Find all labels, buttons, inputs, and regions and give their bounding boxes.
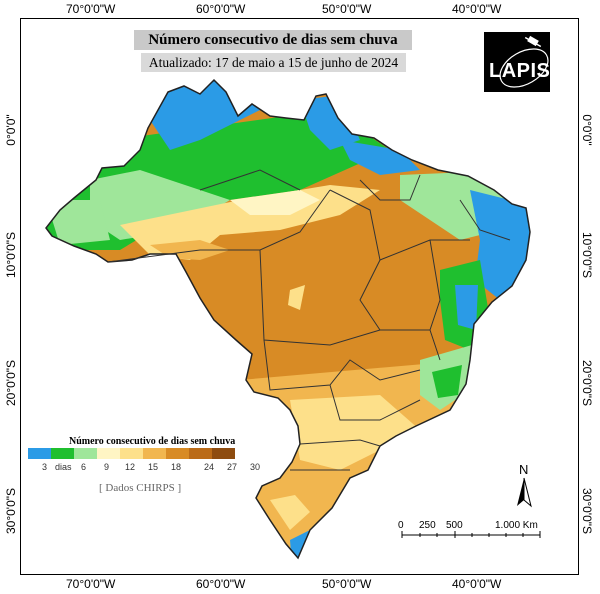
border-pr [299, 439, 381, 447]
north-arrow-icon [517, 477, 532, 508]
data-source-label: [ Dados CHIRPS ] [99, 482, 182, 494]
top-coord-70w: 70°0'0"W [66, 2, 116, 16]
legend-label-6: 6 [81, 462, 87, 472]
scale-label-0: 0 [398, 520, 404, 531]
legend-swatch-30 [212, 448, 235, 459]
legend-title: Número consecutivo de dias sem chuva [69, 436, 236, 447]
border-mt [259, 249, 381, 346]
map-title: Número consecutivo de dias sem chuva [134, 30, 412, 50]
wet-3-6-bahia-spot [455, 285, 478, 330]
legend-swatch-9-12 [74, 448, 97, 459]
legend-label-12: 12 [125, 462, 136, 472]
legend-label-9: 9 [104, 462, 110, 472]
map-subtitle: Atualizado: 17 de maio a 15 de junho de … [141, 53, 406, 72]
legend-label-24: 24 [204, 462, 215, 472]
border-ba [429, 239, 441, 361]
legend-label-18: 18 [171, 462, 182, 472]
legend-swatch-3-6 [28, 448, 51, 459]
legend-swatch-15-18 [120, 448, 143, 459]
border-to [329, 189, 430, 331]
scale-bar [401, 531, 541, 538]
zone-12-15-south [290, 395, 420, 470]
legend-swatch-18-24 [143, 448, 166, 459]
legend-swatch-24-27 [166, 448, 189, 459]
brazil-outline [45, 78, 531, 560]
zone-12-15-rs [270, 495, 310, 530]
legend-label-30: 30 [250, 462, 261, 472]
border-am-pa [199, 169, 301, 191]
zone-9-12-belt [230, 190, 320, 215]
zone-9-12-acre [46, 200, 110, 245]
border-ms-go [263, 339, 421, 391]
lapis-logo: LAPIS [484, 32, 550, 92]
zone-12-15-spot [288, 285, 305, 310]
border-sp-mg [329, 384, 421, 421]
state-borders [107, 169, 511, 471]
top-coord-40w: 40°0'0"W [452, 2, 502, 16]
satellite-orbit-icon [499, 35, 549, 88]
wet-3-6-east-coast [470, 190, 530, 300]
legend-label-3: 3 [42, 462, 48, 472]
bottom-coord-60w: 60°0'0"W [196, 577, 246, 591]
bottom-coord-40w: 40°0'0"W [452, 577, 502, 591]
top-coord-50w: 50°0'0"W [322, 2, 372, 16]
bottom-coord-70w: 70°0'0"W [66, 577, 116, 591]
border-ne [459, 199, 511, 241]
legend-color-bar [28, 448, 235, 459]
wet-6-9-es-coast [432, 365, 462, 398]
bottom-coord-50w: 50°0'0"W [322, 577, 372, 591]
logo-text: LAPIS [489, 60, 551, 82]
border-ma [359, 174, 421, 201]
wet-3-6-para-coast [340, 140, 420, 175]
scale-label-500: 500 [446, 520, 463, 531]
zone-9-12-amazon-west [90, 170, 230, 240]
legend-swatch-27-30 [189, 448, 212, 459]
top-coord-60w: 60°0'0"W [196, 2, 246, 16]
north-label: N [519, 462, 529, 477]
scale-label-1000: 1.000 Km [495, 520, 538, 531]
zone-12-15-belt [120, 185, 380, 260]
legend-label-27: 27 [227, 462, 238, 472]
legend-label-15: 15 [148, 462, 159, 472]
legend-label-dias: dias [55, 462, 72, 472]
legend-swatch-6-9 [51, 448, 74, 459]
legend-swatch-12-15 [97, 448, 120, 459]
scale-label-250: 250 [419, 520, 436, 531]
